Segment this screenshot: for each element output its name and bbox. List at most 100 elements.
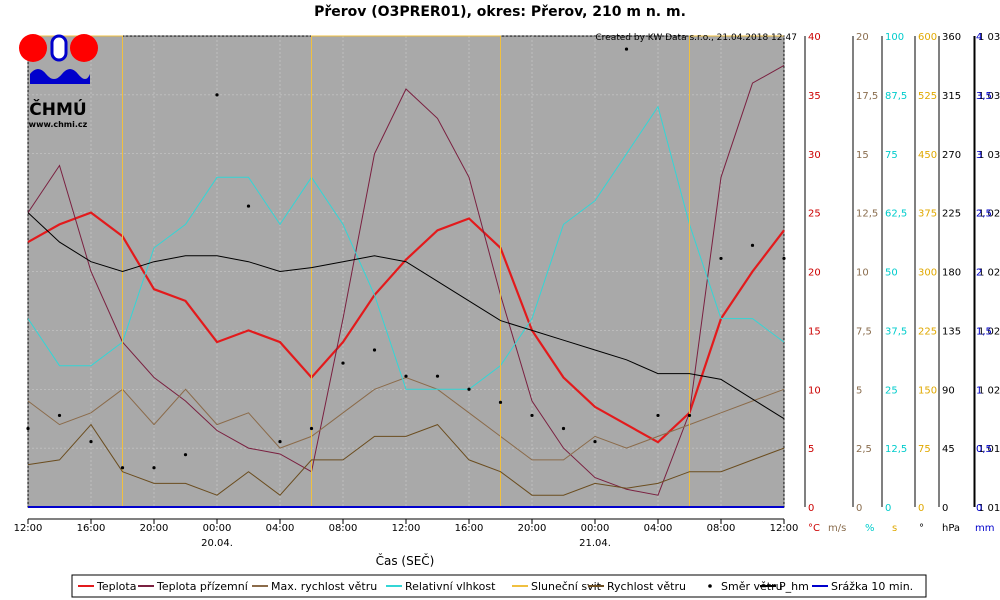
legend: Teplota Teplota přízemní Max. rychlost vět… <box>71 574 927 598</box>
point-smer-vetru <box>26 426 30 431</box>
y-tick-label: 12,5 <box>856 209 878 220</box>
y-tick-label: 225 <box>942 209 961 220</box>
y-axis-c: 0 5 10 15 20 25 30 35 40 °C <box>804 32 821 534</box>
y-tick-label: 1,5 <box>976 326 992 337</box>
x-tick-label: 20:00 <box>518 523 547 534</box>
legend-label: Sluneční svit <box>531 580 602 593</box>
y-tick-label: 10 <box>808 385 821 396</box>
series-line-teplota-prizemni <box>27 64 785 496</box>
point-smer-vetru <box>341 361 345 365</box>
series-line-relativni-vlhkost <box>27 105 785 390</box>
x-tick-label: 20:00 <box>140 523 169 534</box>
point-smer-vetru <box>404 374 408 378</box>
x-tick-label: 04:00 <box>266 523 295 534</box>
point-smer-vetru <box>656 413 660 418</box>
point-smer-vetru <box>719 256 723 261</box>
y-axis-m-s: 0 2,5 5 7,5 10 12,5 15 17,5 20 m/s <box>828 32 878 534</box>
y-axes: 0510152025303540°C02,557,51012,51517,520… <box>804 32 1000 534</box>
x-axis: 12:00 16:00 20:00 00:00 04:00 08:00 12:00 16:00… <box>14 518 799 549</box>
point-smer-vetru <box>467 387 471 391</box>
y-tick-label: 75 <box>885 150 898 161</box>
y-axis-unit: ° <box>919 523 924 534</box>
y-tick-label: 300 <box>918 268 937 279</box>
legend-item-rychlost-vetru: Rychlost větru <box>588 580 686 593</box>
point-smer-vetru <box>624 47 629 51</box>
y-axis-unit: hPa <box>942 523 960 534</box>
legend-label: Směr větru <box>721 580 783 593</box>
y-axis-mm: 0 0,5 1 1,5 2 2,5 3 3,5 4 mm <box>973 32 994 534</box>
y-tick-label: 4 <box>976 32 982 43</box>
legend-item-teplota: Teplota <box>78 580 136 593</box>
y-axis-unit: mm <box>975 523 994 534</box>
x-tick-label: 12:00 <box>14 523 43 534</box>
y-tick-label: 3 <box>976 150 982 161</box>
point-smer-vetru <box>215 93 219 97</box>
x-date-label: 20.04. <box>201 538 233 549</box>
y-tick-label: 450 <box>918 150 937 161</box>
y-tick-label: 270 <box>942 150 961 161</box>
point-smer-vetru <box>687 413 692 418</box>
point-smer-vetru <box>498 400 503 404</box>
y-tick-label: 525 <box>918 91 937 102</box>
point-smer-vetru <box>183 453 188 457</box>
y-tick-label: 135 <box>942 326 961 337</box>
point-smer-vetru <box>309 426 314 431</box>
y-axis-unit: °C <box>808 523 820 534</box>
y-tick-label: 1 038 <box>978 32 1000 43</box>
y-tick-label: 40 <box>808 32 821 43</box>
y-tick-label: 0 <box>856 503 862 514</box>
logo-red-circle-right <box>70 34 98 62</box>
point-smer-vetru <box>530 413 534 418</box>
y-tick-label: 2 <box>976 268 982 279</box>
y-tick-label: 1 029 <box>978 209 1000 220</box>
x-tick-label: 12:00 <box>770 523 799 534</box>
y-tick-label: 5 <box>856 385 862 396</box>
legend-item-p-hm: P_hm <box>760 580 809 593</box>
legend-label: P_hm <box>779 580 809 593</box>
credit-text: Created by KW Data s.r.o., 21.04.2018 12… <box>595 33 797 43</box>
y-tick-label: 15 <box>808 326 821 337</box>
y-axis-s: 0 75 150 225 300 375 450 525 600 s <box>892 32 937 534</box>
logo-waves <box>30 69 90 84</box>
y-tick-label: 2,5 <box>976 209 992 220</box>
point-smer-vetru <box>120 466 125 470</box>
y-tick-label: 100 <box>885 32 904 43</box>
y-tick-label: 37,5 <box>885 326 907 337</box>
y-axis-unit: % <box>865 523 875 534</box>
series-line-teplota <box>27 211 785 444</box>
x-tick-label: 08:00 <box>329 523 358 534</box>
point-smer-vetru <box>782 256 786 261</box>
y-tick-label: 87,5 <box>885 91 907 102</box>
y-tick-label: 12,5 <box>885 444 907 455</box>
y-tick-label: 35 <box>808 91 821 102</box>
series-layer <box>26 35 786 508</box>
y-tick-label: 1 014 <box>978 503 1000 514</box>
x-tick-label: 08:00 <box>707 523 736 534</box>
y-tick-label: 17,5 <box>856 91 878 102</box>
y-tick-label: 180 <box>942 268 961 279</box>
y-tick-label: 1 035 <box>978 91 1000 102</box>
y-tick-label: 90 <box>942 385 955 396</box>
x-tick-label: 00:00 <box>203 523 232 534</box>
point-smer-vetru <box>435 374 440 378</box>
y-tick-label: 1 017 <box>978 444 1000 455</box>
point-smer-vetru <box>152 466 156 470</box>
logo-red-circle-left <box>19 34 47 62</box>
point-smer-vetru <box>57 413 62 418</box>
y-tick-label: 1 <box>976 385 982 396</box>
y-tick-label: 0,5 <box>976 444 992 455</box>
legend-swatch <box>708 584 712 588</box>
x-date-label: 21.04. <box>579 538 611 549</box>
legend-label: Max. rychlost větru <box>271 580 377 593</box>
legend-item-slunecni-svit: Sluneční svit <box>512 580 602 593</box>
y-tick-label: 1 026 <box>978 268 1000 279</box>
y-tick-label: 315 <box>942 91 961 102</box>
series-line-rychlost-vetru <box>27 423 785 496</box>
legend-item-teplota-prizemni: Teplota přízemní <box>138 580 249 593</box>
legend-item-relativni-vlhkost: Relativní vlhkost <box>386 580 496 593</box>
y-tick-label: 3,5 <box>976 91 992 102</box>
x-tick-label: 00:00 <box>581 523 610 534</box>
y-tick-label: 5 <box>808 444 814 455</box>
y-tick-label: 30 <box>808 150 821 161</box>
